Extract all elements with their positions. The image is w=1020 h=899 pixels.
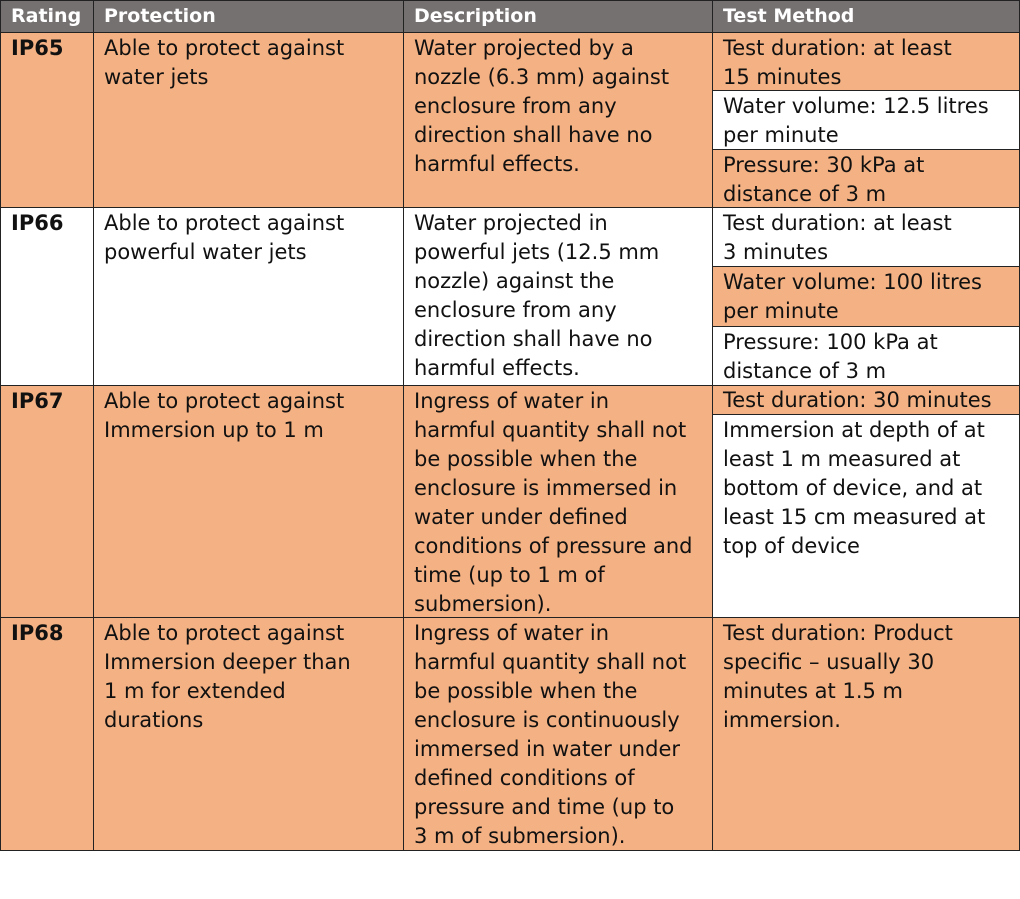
header-test-method: Test Method <box>712 0 1020 33</box>
protection-cell: Able to protect against Immersion up to … <box>93 385 405 619</box>
header-description: Description <box>403 0 714 33</box>
test-method-cell: Pressure: 100 kPa at distance of 3 m <box>712 326 1020 387</box>
header-protection: Protection <box>93 0 405 33</box>
test-method-cell: Water volume: 12.5 litres per minute <box>712 90 1020 151</box>
protection-cell: Able to protect against Immersion deeper… <box>93 617 405 851</box>
test-method-cell: Immersion at depth of at least 1 m measu… <box>712 414 1020 619</box>
description-cell: Water projected in powerful jets (12.5 m… <box>403 207 714 387</box>
rating-cell: IP67 <box>0 385 95 619</box>
description-cell: Water projected by a nozzle (6.3 mm) aga… <box>403 32 714 209</box>
description-cell: Ingress of water in harmful quantity sha… <box>403 385 714 619</box>
test-method-cell: Water volume: 100 litres per minute <box>712 266 1020 328</box>
test-method-cell: Pressure: 30 kPa at distance of 3 m <box>712 149 1020 209</box>
protection-cell: Able to protect against powerful water j… <box>93 207 405 387</box>
test-method-cell: Test duration: Product specific – usuall… <box>712 617 1020 851</box>
protection-cell: Able to protect against water jets <box>93 32 405 209</box>
rating-cell: IP66 <box>0 207 95 387</box>
header-rating: Rating <box>0 0 95 33</box>
description-cell: Ingress of water in harmful quantity sha… <box>403 617 714 851</box>
rating-cell: IP65 <box>0 32 95 209</box>
test-method-cell: Test duration: at least 15 minutes <box>712 32 1020 92</box>
test-method-cell: Test duration: at least 3 minutes <box>712 207 1020 268</box>
rating-cell: IP68 <box>0 617 95 851</box>
test-method-cell: Test duration: 30 minutes <box>712 385 1020 416</box>
